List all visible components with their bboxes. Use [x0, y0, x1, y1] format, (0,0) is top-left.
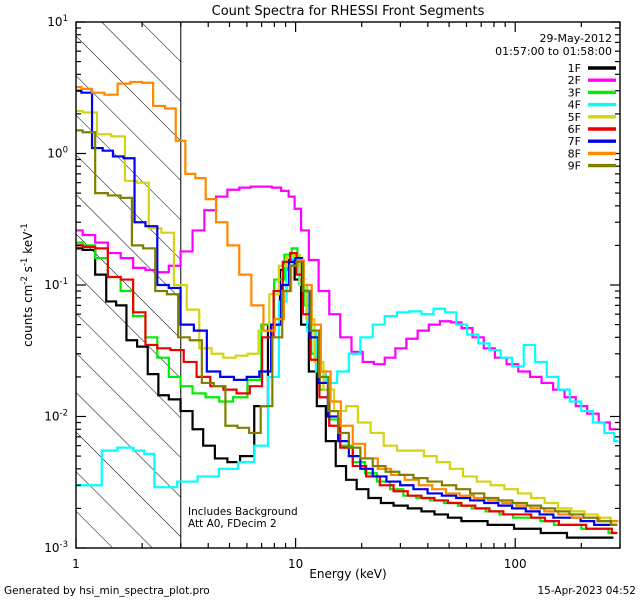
- footer-timestamp: 15-Apr-2023 04:52: [537, 585, 636, 597]
- annotation-includes-background: Includes Background: [188, 506, 298, 518]
- legend-label-1f: 1F: [568, 62, 581, 75]
- spectrum-trace-9f: [76, 129, 618, 526]
- y-tick-label: 101: [47, 14, 68, 29]
- observation-date: 29-May-2012: [540, 32, 612, 45]
- footer-generator: Generated by hsi_min_spectra_plot.pro: [4, 585, 210, 597]
- legend-label-8f: 8F: [568, 147, 581, 160]
- x-tick-label: 10: [288, 557, 303, 571]
- observation-time-range: 01:57:00 to 01:58:00: [495, 45, 612, 58]
- spectrum-trace-5f: [76, 110, 617, 523]
- spectrum-trace-2f: [76, 185, 616, 431]
- legend-label-7f: 7F: [568, 135, 581, 148]
- spectra-series-layer: [76, 80, 619, 539]
- y-tick-label: 10-1: [44, 277, 68, 292]
- y-tick-label: 100: [47, 146, 68, 161]
- spectrum-trace-7f: [76, 89, 616, 526]
- page-title: Count Spectra for RHESSI Front Segments: [212, 4, 485, 19]
- y-axis-label: counts cm-2 s-1 keV-1: [20, 223, 35, 347]
- legend-label-5f: 5F: [568, 111, 581, 124]
- legend-label-6f: 6F: [568, 123, 581, 136]
- legend-label-2f: 2F: [568, 74, 581, 87]
- x-tick-label: 100: [504, 557, 527, 571]
- x-axis-label: Energy (keV): [309, 567, 386, 581]
- spectrum-trace-4f: [76, 257, 619, 489]
- legend-label-9f: 9F: [568, 160, 581, 173]
- spectrum-trace-8f: [76, 80, 619, 523]
- legend-label-4f: 4F: [568, 99, 581, 112]
- y-tick-label: 10-3: [44, 540, 68, 555]
- x-tick-label: 1: [72, 557, 80, 571]
- legend-label-3f: 3F: [568, 86, 581, 99]
- annotation-attenuator-state: Att A0, FDecim 2: [188, 518, 277, 530]
- y-tick-label: 10-2: [44, 409, 68, 424]
- axis-tick-labels: 1 10 100 101 100 10-1 10-2 10-3: [44, 14, 526, 571]
